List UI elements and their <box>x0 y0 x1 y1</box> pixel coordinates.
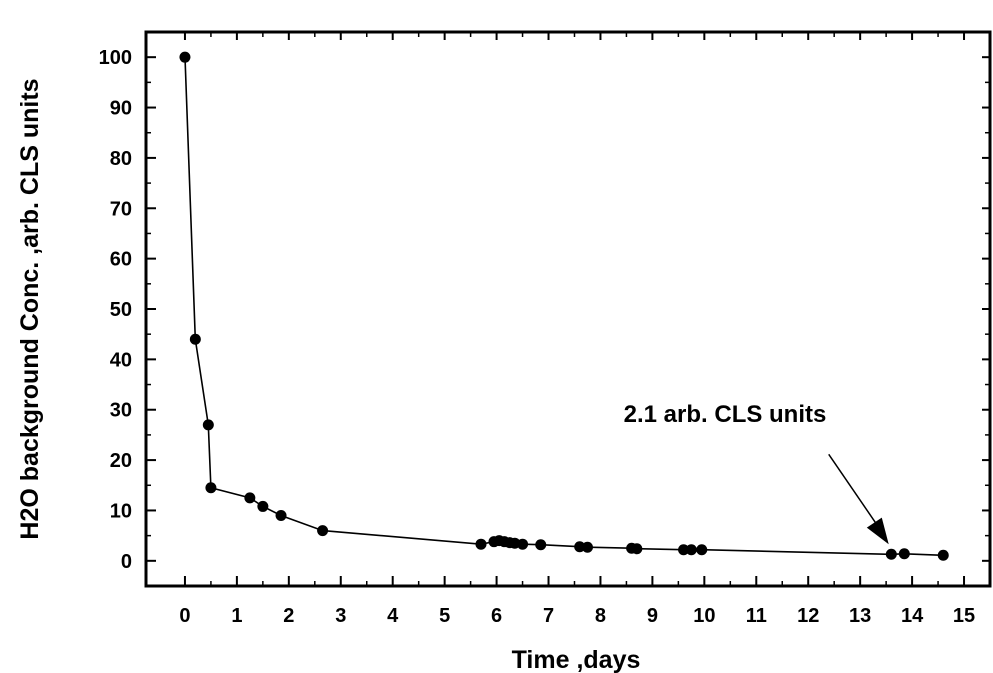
data-point <box>685 544 697 556</box>
data-layer <box>179 51 949 561</box>
y-tick-label: 80 <box>110 148 132 170</box>
data-point <box>581 541 593 553</box>
data-point <box>179 51 191 63</box>
data-point <box>275 509 287 521</box>
data-point <box>317 525 329 537</box>
x-tick-label: 2 <box>283 605 294 627</box>
x-tick-label: 8 <box>595 605 606 627</box>
data-point <box>696 544 708 556</box>
y-tick-label: 50 <box>110 299 132 321</box>
x-tick-label: 12 <box>797 605 819 627</box>
x-axis-title: Time ,days <box>512 646 641 673</box>
x-tick-label: 15 <box>953 605 975 627</box>
data-point <box>202 419 214 431</box>
y-tick-label: 30 <box>110 400 132 422</box>
x-tick-label: 3 <box>335 605 346 627</box>
annotation-label: 2.1 arb. CLS units <box>624 401 827 428</box>
y-tick-label: 10 <box>110 500 132 522</box>
y-tick-label: 20 <box>110 450 132 472</box>
x-tick-label: 4 <box>387 605 399 627</box>
data-point <box>244 492 256 504</box>
data-point <box>205 482 217 494</box>
data-point <box>898 548 910 560</box>
annotation-layer: 2.1 arb. CLS units <box>624 401 889 545</box>
data-point <box>885 548 897 560</box>
data-point <box>257 500 269 512</box>
y-tick-label: 40 <box>110 349 132 371</box>
axes-layer <box>144 30 992 588</box>
x-tick-label: 6 <box>491 605 502 627</box>
data-point <box>678 544 690 556</box>
data-point <box>517 538 529 550</box>
y-tick-label: 70 <box>110 198 132 220</box>
x-tick-label: 13 <box>849 605 871 627</box>
annotation-arrow-head <box>866 517 889 545</box>
data-point <box>574 541 586 553</box>
x-tick-label: 11 <box>746 605 767 627</box>
y-tick-label: 0 <box>121 551 132 573</box>
x-tick-label: 14 <box>901 605 924 627</box>
data-point <box>475 538 487 550</box>
data-point <box>937 549 949 561</box>
x-tick-label: 0 <box>179 605 190 627</box>
y-tick-label: 60 <box>110 249 132 271</box>
x-tick-label: 7 <box>543 605 554 627</box>
x-tick-label: 9 <box>647 605 658 627</box>
x-tick-label: 1 <box>231 605 242 627</box>
plot-frame <box>144 30 992 588</box>
y-axis-title: H2O background Conc. ,arb. CLS units <box>16 78 44 539</box>
y-tick-label: 100 <box>99 47 132 69</box>
data-point <box>189 333 201 345</box>
series-line <box>184 57 944 557</box>
y-tick-label: 90 <box>110 98 132 120</box>
annotation-arrow-line <box>828 453 882 531</box>
data-point <box>631 543 643 555</box>
data-point <box>535 539 547 551</box>
x-tick-label: 10 <box>693 605 715 627</box>
x-tick-label: 5 <box>439 605 450 627</box>
